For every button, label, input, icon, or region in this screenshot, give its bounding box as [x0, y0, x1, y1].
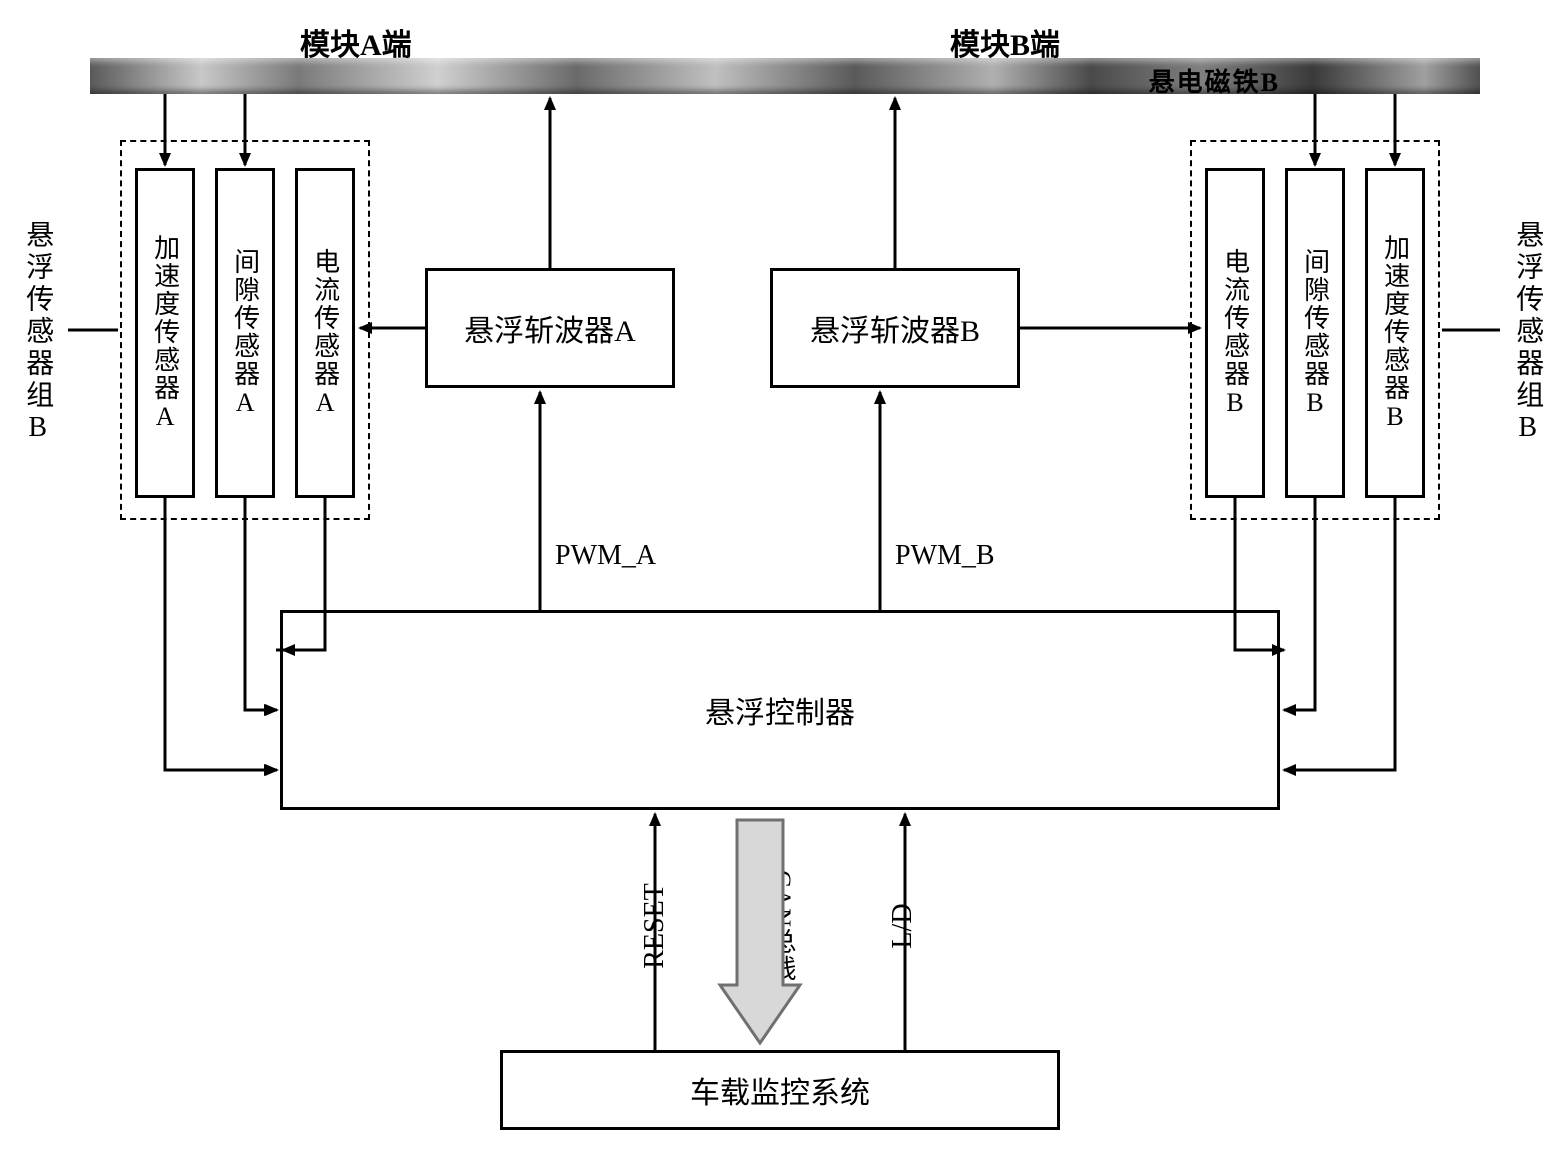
- gap-sensor-b: 间隙传感器B: [1285, 168, 1345, 498]
- side-label-left: 悬浮传感器组B: [18, 220, 57, 447]
- monitor: 车载监控系统: [500, 1050, 1060, 1130]
- monitor-label: 车载监控系统: [690, 1068, 870, 1112]
- gap-sensor-a: 间隙传感器A: [215, 168, 275, 498]
- current-sensor-a: 电流传感器A: [295, 168, 355, 498]
- chopper-b: 悬浮斩波器B: [770, 268, 1020, 388]
- can-arrow-icon: [715, 815, 805, 1050]
- chopper-a: 悬浮斩波器A: [425, 268, 675, 388]
- gap-sensor-b-label: 间隙传感器B: [1299, 248, 1330, 419]
- chopper-a-label: 悬浮斩波器A: [464, 306, 636, 350]
- accel-sensor-a-label: 加速度传感器A: [149, 234, 180, 433]
- current-sensor-b-label: 电流传感器B: [1219, 248, 1250, 419]
- side-label-right: 悬浮传感器组B: [1508, 220, 1547, 447]
- pwm-b-label: PWM_B: [895, 540, 995, 572]
- pwm-a-label: PWM_A: [555, 540, 656, 572]
- reset-label: RESET: [639, 866, 671, 986]
- current-sensor-b: 电流传感器B: [1205, 168, 1265, 498]
- electromagnet-bar-label: 悬电磁铁B: [1149, 62, 1280, 99]
- accel-sensor-b: 加速度传感器B: [1365, 168, 1425, 498]
- gap-sensor-a-label: 间隙传感器A: [229, 248, 260, 419]
- current-sensor-a-label: 电流传感器A: [309, 248, 340, 419]
- controller-label: 悬浮控制器: [705, 688, 855, 732]
- ld-label: L/D: [887, 886, 919, 966]
- accel-sensor-b-label: 加速度传感器B: [1379, 234, 1410, 433]
- controller: 悬浮控制器: [280, 610, 1280, 810]
- accel-sensor-a: 加速度传感器A: [135, 168, 195, 498]
- chopper-b-label: 悬浮斩波器B: [810, 306, 980, 350]
- electromagnet-bar: 悬电磁铁B: [90, 58, 1480, 94]
